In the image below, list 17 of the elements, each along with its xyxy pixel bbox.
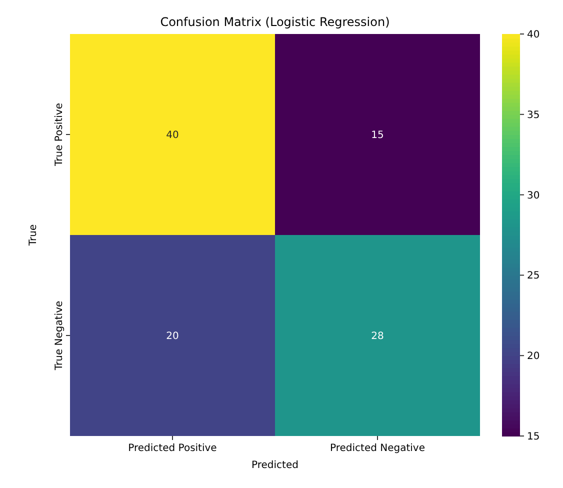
y-tick-label: True Negative: [54, 300, 65, 372]
data-label: 20: [166, 331, 179, 342]
y-tick-label: True Positive: [54, 103, 65, 167]
color-bar-label: 20: [527, 351, 540, 362]
color-bar-label: 40: [527, 30, 540, 40]
color-bar-label: 15: [527, 432, 540, 442]
x-axis-title: Predicted: [252, 460, 298, 471]
color-bar-label: 25: [527, 270, 540, 282]
x-tick-label: Predicted Positive: [128, 443, 217, 454]
color-bar-label: 30: [527, 190, 540, 202]
chart-title: Confusion Matrix (Logistic Regression): [160, 15, 390, 29]
color-bar-label: 35: [527, 110, 540, 121]
x-tick-label: Predicted Negative: [330, 443, 425, 454]
data-label: 15: [371, 130, 384, 141]
data-label: 40: [166, 130, 179, 141]
y-axis-title: True: [28, 224, 39, 247]
data-label: 28: [371, 331, 384, 342]
